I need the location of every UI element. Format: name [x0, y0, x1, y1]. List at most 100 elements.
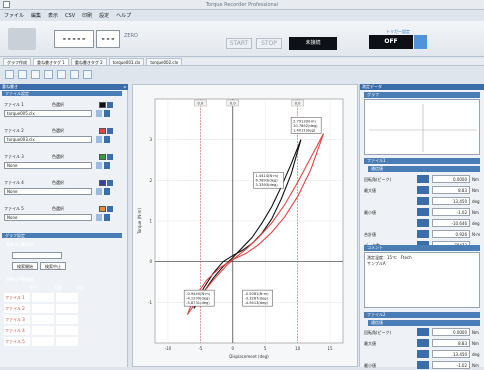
file-path-field[interactable]: None	[4, 214, 92, 221]
angle-cell[interactable]	[56, 337, 78, 346]
menu-settings[interactable]: 設定	[99, 13, 110, 19]
graph-area[interactable]: -10 -5 0 5 10 15 -1 0 1 2 3 Displacement (deg) Torqu…	[132, 84, 358, 367]
open-file-button[interactable]	[96, 110, 102, 117]
clear-file-button[interactable]	[104, 162, 110, 169]
clear-file-button[interactable]	[104, 136, 110, 143]
menu-print[interactable]: 印刷	[82, 13, 93, 19]
clear-file-button[interactable]	[104, 214, 110, 221]
tab-overlay-2[interactable]: 重ね書きタグ 2	[70, 58, 107, 65]
data-row: 最大値 8.83 Nm	[362, 186, 482, 195]
color-dropdown[interactable]	[107, 128, 113, 134]
table-row[interactable]: ファイル 1	[4, 293, 122, 302]
data-unit-button[interactable]	[417, 208, 429, 216]
zoom-in-icon[interactable]	[5, 69, 14, 79]
data-unit-button[interactable]	[417, 186, 429, 194]
stop-button[interactable]: STOP	[256, 38, 282, 49]
tab-file-2[interactable]: torque002.clx	[146, 58, 183, 65]
distance-cell[interactable]	[32, 326, 54, 335]
collapse-left-icon[interactable]: ◂	[121, 84, 128, 90]
distance-cell[interactable]	[32, 315, 54, 324]
zoom-out-icon[interactable]	[18, 69, 27, 79]
file-row: ファイル 2 色選択 torque003.clx	[4, 128, 119, 146]
color-dropdown[interactable]	[107, 154, 113, 160]
menu-edit[interactable]: 編集	[31, 13, 42, 19]
y-tick-label: 0	[149, 259, 152, 264]
cursor-marker	[226, 99, 239, 107]
trigger-state-display: OFF	[369, 35, 413, 49]
color-dropdown[interactable]	[107, 102, 113, 108]
graph-tool-row	[0, 67, 484, 81]
tab-file-1[interactable]: torque001.clx	[108, 58, 145, 65]
tab-overlay-1[interactable]: 重ね書きタグ 1	[33, 58, 69, 65]
open-file-button[interactable]	[96, 188, 102, 195]
menu-help[interactable]: ヘルプ	[116, 13, 132, 19]
file-path-field[interactable]: None	[4, 188, 92, 195]
angle-cell[interactable]	[56, 315, 78, 324]
copy-icon[interactable]	[57, 69, 66, 79]
color-swatch[interactable]	[99, 180, 106, 186]
cursor-icon[interactable]	[44, 69, 53, 79]
open-file-button[interactable]	[96, 214, 102, 221]
distance-cell[interactable]	[32, 293, 54, 302]
data-unit-button[interactable]	[417, 339, 429, 347]
search-stop-button[interactable]: 検索中止	[40, 262, 66, 270]
save-icon[interactable]	[70, 69, 79, 79]
color-swatch[interactable]	[99, 206, 106, 212]
clear-file-button[interactable]	[104, 188, 110, 195]
data-unit: Nm	[472, 341, 479, 346]
data-label: 最小値	[364, 210, 376, 215]
data-unit-button[interactable]	[417, 230, 429, 238]
auto-search-option[interactable]: 基準点自動検索	[6, 242, 34, 247]
color-select-label: 色選択	[52, 154, 64, 159]
color-swatch[interactable]	[99, 154, 106, 160]
file-path-field[interactable]: torque003.clx	[4, 136, 92, 143]
fit-icon[interactable]	[31, 69, 40, 79]
clear-file-button[interactable]	[104, 110, 110, 117]
distance-cell[interactable]	[32, 337, 54, 346]
data-unit-button[interactable]	[417, 361, 429, 369]
distance-cell[interactable]	[32, 304, 54, 313]
angle-cell[interactable]	[56, 326, 78, 335]
tab-graph[interactable]: グラフ作成	[3, 58, 31, 65]
table-row[interactable]: ファイル 4	[4, 326, 122, 335]
table-row[interactable]: ファイル 5	[4, 337, 122, 346]
table-row[interactable]: ファイル 2	[4, 304, 122, 313]
data-unit-button[interactable]	[417, 328, 429, 336]
x-tick-label: -5	[198, 346, 202, 351]
data-unit-button[interactable]	[417, 175, 429, 183]
menu-view[interactable]: 表示	[48, 13, 59, 19]
trigger-toggle-button[interactable]	[414, 35, 427, 49]
color-dropdown[interactable]	[107, 206, 113, 212]
comment-box[interactable]: 測定温度：15℃ Ftech サンプルA	[364, 252, 480, 308]
manual-search-option[interactable]: 基準点手動検索	[6, 277, 34, 282]
row-file-name: ファイル 5	[4, 337, 30, 346]
open-file-button[interactable]	[96, 162, 102, 169]
angle-cell[interactable]	[56, 304, 78, 313]
open-file-button[interactable]	[96, 136, 102, 143]
data-unit: N·m	[472, 232, 481, 237]
menu-file[interactable]: ファイル	[4, 13, 25, 19]
print-icon[interactable]	[83, 69, 92, 79]
file-path-field[interactable]: torque005.clx	[4, 110, 92, 117]
color-swatch[interactable]	[99, 102, 106, 108]
color-swatch[interactable]	[99, 128, 106, 134]
data-unit-button[interactable]	[417, 197, 429, 205]
data-unit-button[interactable]	[417, 350, 429, 358]
data-unit-button[interactable]	[417, 219, 429, 227]
start-button[interactable]: START	[226, 38, 252, 49]
search-target-select[interactable]	[12, 252, 62, 259]
file2-section: ファイル2	[364, 312, 480, 318]
file-settings-group: ファイル設定	[2, 91, 122, 96]
col-name: 名前	[30, 285, 38, 290]
torque-readout: -----	[54, 30, 94, 48]
table-row[interactable]: ファイル 3	[4, 315, 122, 324]
data-value: 8.83	[432, 186, 470, 194]
zero-button[interactable]: ZERO	[124, 33, 138, 39]
angle-cell[interactable]	[56, 293, 78, 302]
menu-csv[interactable]: CSV	[65, 12, 76, 19]
file-path-field[interactable]: None	[4, 162, 92, 169]
search-start-button[interactable]: 検索開始	[12, 262, 38, 270]
file-label: ファイル 5	[4, 206, 24, 211]
color-dropdown[interactable]	[107, 180, 113, 186]
